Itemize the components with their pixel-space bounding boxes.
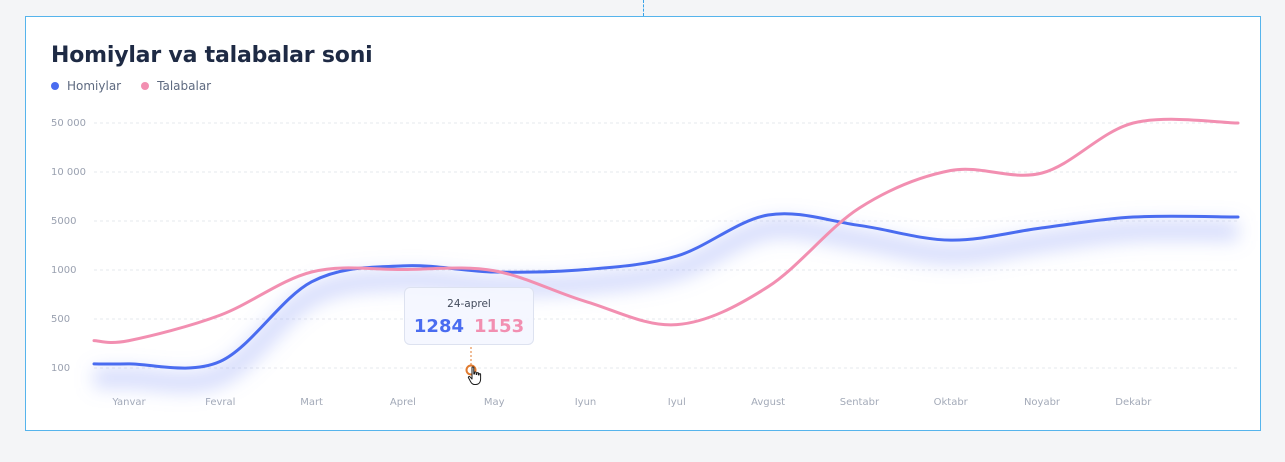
line-chart: 50 000 10 000 5000 1000 500 100 Yanvar Fevral M… xyxy=(51,117,1240,408)
y-tick-label: 10 000 xyxy=(51,167,86,178)
y-tick-label: 50 000 xyxy=(51,118,86,129)
y-tick-label: 5000 xyxy=(51,216,76,227)
y-axis-ticks: 50 000 10 000 5000 1000 500 100 xyxy=(51,118,86,374)
hand-cursor-icon xyxy=(467,366,482,385)
chart-legend: Homiylar Talabalar xyxy=(51,79,211,93)
top-guide-line xyxy=(643,0,644,16)
x-tick-label: Fevral xyxy=(205,397,235,408)
series-lines xyxy=(92,117,1240,393)
legend-dot-homiylar xyxy=(51,82,59,90)
y-tick-label: 100 xyxy=(51,363,70,374)
legend-item-talabalar[interactable]: Talabalar xyxy=(141,79,211,93)
tooltip-date: 24-aprel xyxy=(447,298,491,310)
series-line-homiylar[interactable] xyxy=(92,212,1240,370)
chart-tooltip: 24-aprel 1284 1153 xyxy=(404,287,534,345)
tooltip-values: 1284 1153 xyxy=(405,316,533,337)
x-tick-label: Dekabr xyxy=(1115,397,1152,408)
y-tick-label: 500 xyxy=(51,314,70,325)
legend-label-homiylar: Homiylar xyxy=(67,79,122,93)
x-tick-label: Iyun xyxy=(575,397,597,408)
x-tick-label: May xyxy=(484,397,505,408)
tooltip-value-homiylar: 1284 xyxy=(413,316,464,337)
chart-title: Homiylar va talabalar soni xyxy=(51,43,373,68)
x-tick-label: Noyabr xyxy=(1024,397,1061,408)
x-tick-label: Sentabr xyxy=(840,397,880,408)
x-tick-label: Iyul xyxy=(668,397,686,408)
tooltip-value-talabalar: 1153 xyxy=(474,316,525,337)
x-tick-label: Yanvar xyxy=(111,397,146,408)
series-line-talabalar[interactable] xyxy=(92,117,1240,344)
chart-card: Homiylar va talabalar soni Homiylar Tala… xyxy=(25,16,1261,431)
x-tick-label: Aprel xyxy=(390,397,416,408)
x-axis-ticks: Yanvar Fevral Mart Aprel May Iyun Iyul Avgust Se… xyxy=(111,397,1152,408)
series-glow-homiylar xyxy=(93,217,1239,393)
legend-item-homiylar[interactable]: Homiylar xyxy=(51,79,121,93)
x-tick-label: Oktabr xyxy=(934,397,969,408)
x-tick-label: Mart xyxy=(300,397,323,408)
y-tick-label: 1000 xyxy=(51,265,76,276)
x-tick-label: Avgust xyxy=(751,397,785,408)
legend-dot-talabalar xyxy=(141,82,150,90)
legend-label-talabalar: Talabalar xyxy=(157,79,212,93)
